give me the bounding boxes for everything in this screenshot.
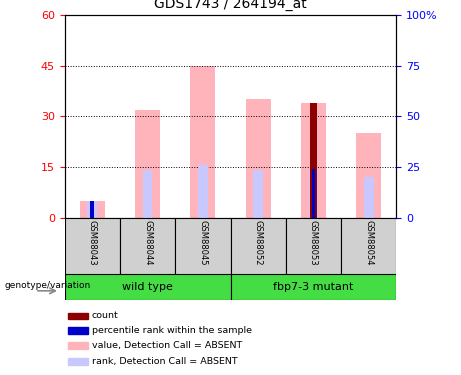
Text: fbp7-3 mutant: fbp7-3 mutant <box>273 282 354 292</box>
Bar <box>312 169 315 217</box>
Bar <box>364 177 374 218</box>
Bar <box>65 274 230 300</box>
Bar <box>142 170 153 217</box>
Bar <box>190 66 215 218</box>
Text: GSM88054: GSM88054 <box>364 220 373 266</box>
Bar <box>310 103 317 218</box>
Bar <box>308 169 319 217</box>
Bar <box>198 165 208 218</box>
Text: GSM88043: GSM88043 <box>88 220 97 266</box>
Bar <box>80 201 105 217</box>
Bar <box>301 103 326 218</box>
Bar <box>230 217 286 274</box>
Text: GSM88044: GSM88044 <box>143 220 152 266</box>
Bar <box>246 99 271 218</box>
Text: count: count <box>92 311 118 320</box>
Text: GSM88053: GSM88053 <box>309 220 318 266</box>
Title: GDS1743 / 264194_at: GDS1743 / 264194_at <box>154 0 307 11</box>
Bar <box>286 217 341 274</box>
Bar <box>175 217 230 274</box>
Text: value, Detection Call = ABSENT: value, Detection Call = ABSENT <box>92 341 242 350</box>
Bar <box>341 217 396 274</box>
Text: wild type: wild type <box>122 282 173 292</box>
Text: percentile rank within the sample: percentile rank within the sample <box>92 326 252 335</box>
Text: GSM88045: GSM88045 <box>198 220 207 266</box>
Text: rank, Detection Call = ABSENT: rank, Detection Call = ABSENT <box>92 357 237 366</box>
Bar <box>65 217 120 274</box>
Bar <box>253 170 263 217</box>
Bar <box>120 217 175 274</box>
Text: genotype/variation: genotype/variation <box>5 280 91 290</box>
Bar <box>68 312 88 319</box>
Bar <box>68 358 88 364</box>
Bar <box>87 201 97 217</box>
Bar <box>356 133 381 218</box>
Bar <box>230 274 396 300</box>
Bar <box>90 201 94 217</box>
Text: GSM88052: GSM88052 <box>254 220 263 266</box>
Bar <box>135 110 160 218</box>
Bar <box>68 342 88 349</box>
Bar <box>68 327 88 334</box>
